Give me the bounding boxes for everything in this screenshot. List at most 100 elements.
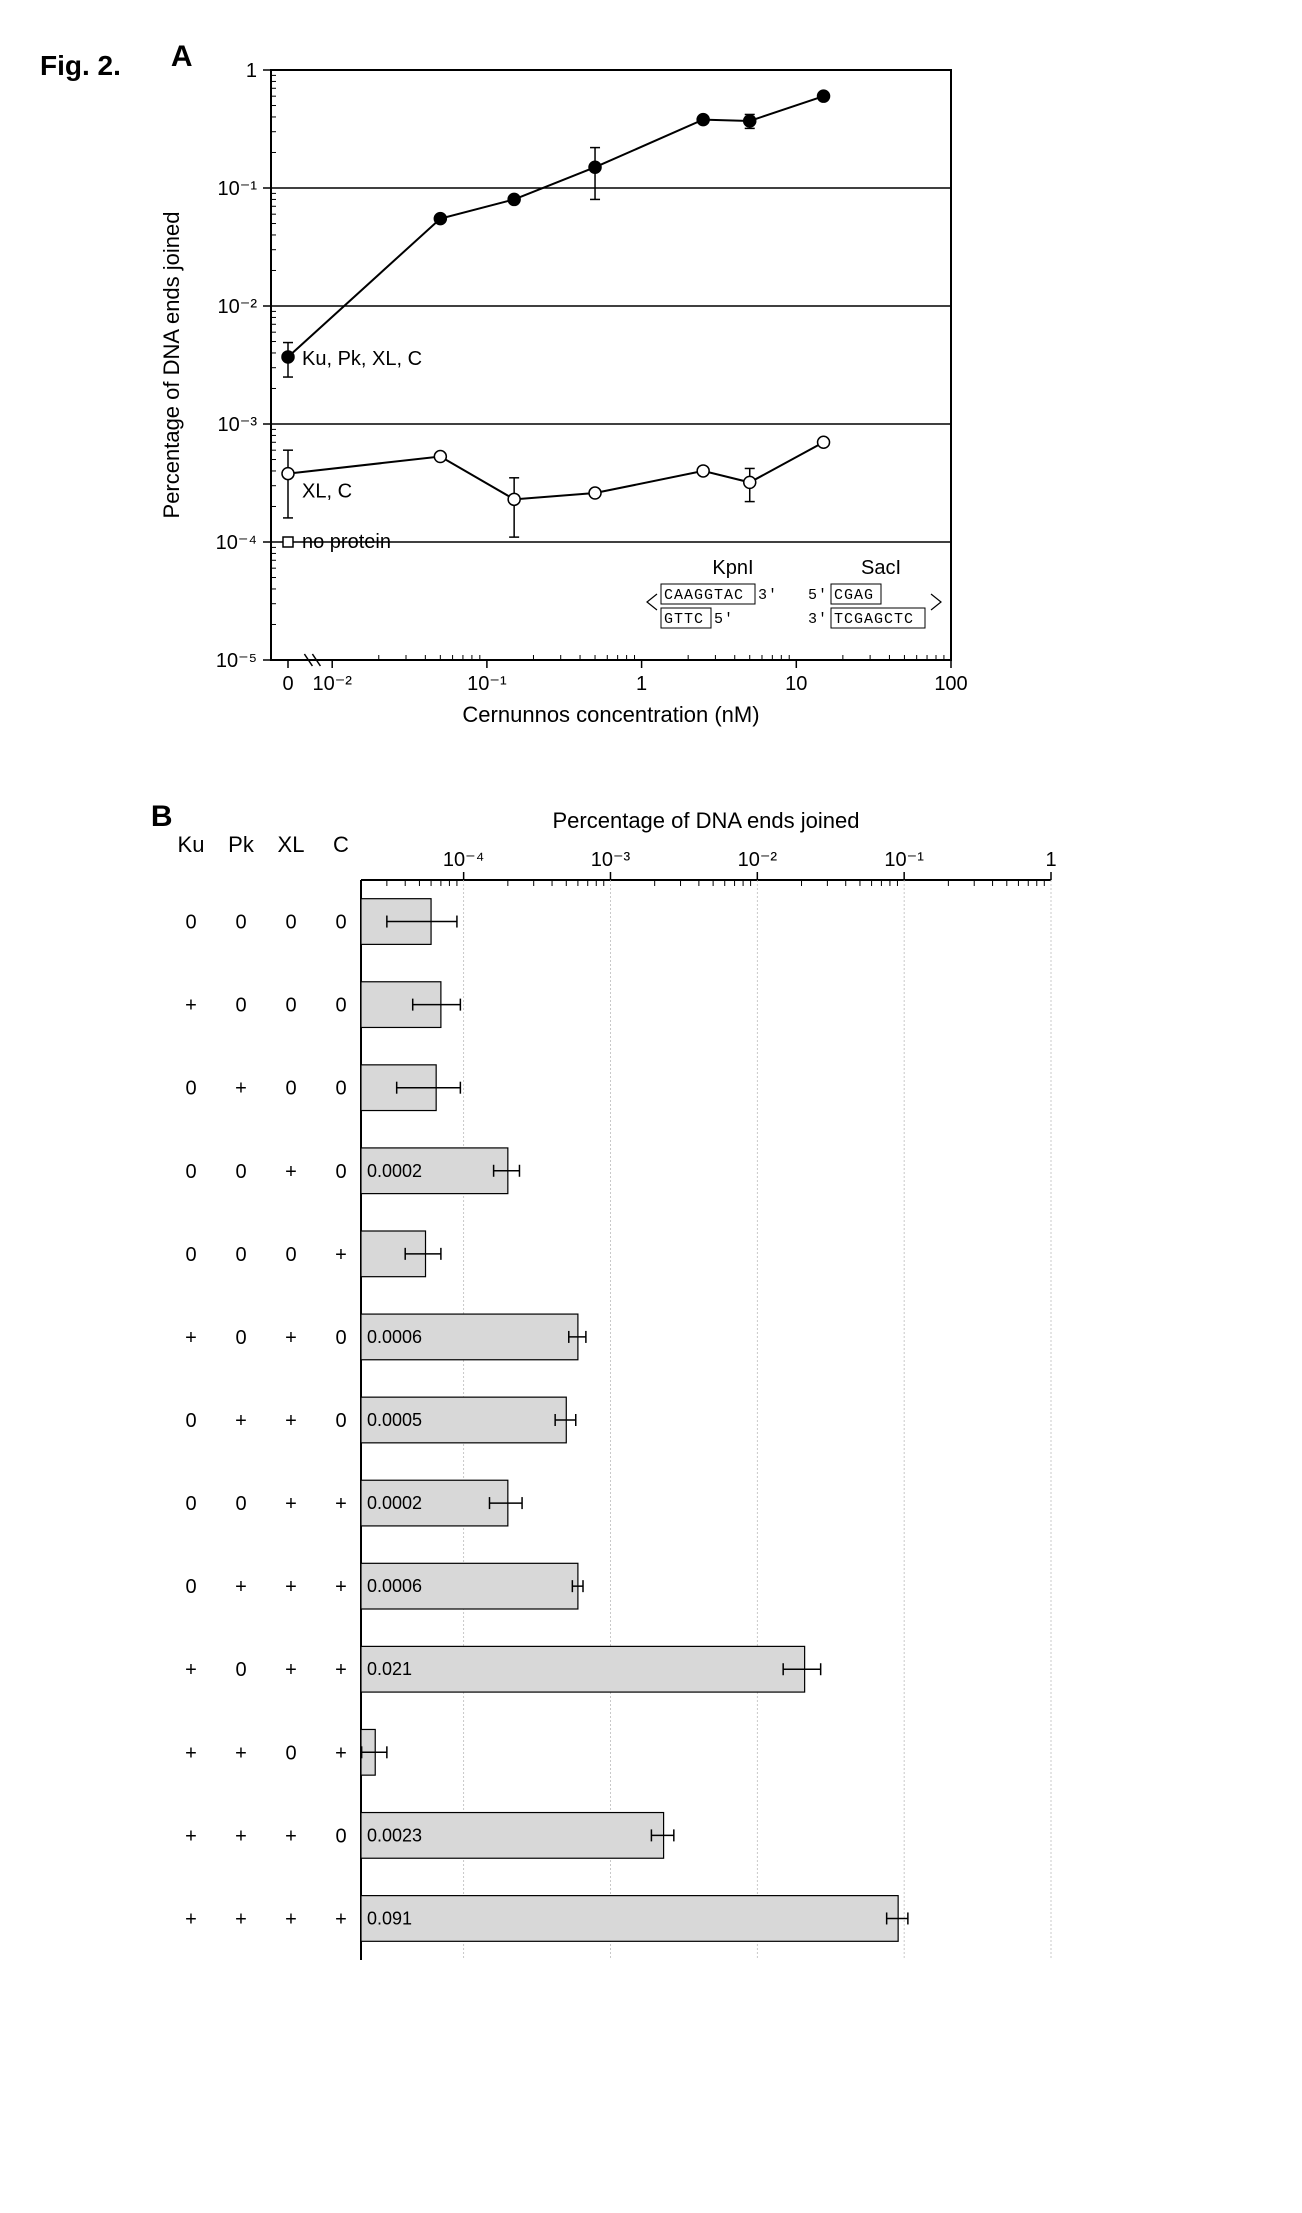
svg-text:CAAGGTAC: CAAGGTAC xyxy=(664,587,744,604)
svg-text:+: + xyxy=(185,1825,197,1847)
panel-b: B KuPkXLCPercentage of DNA ends joined10… xyxy=(151,800,1071,1980)
svg-text:0: 0 xyxy=(285,1078,296,1100)
svg-text:3': 3' xyxy=(758,587,778,604)
svg-text:1: 1 xyxy=(246,60,257,82)
svg-text:10⁻³: 10⁻³ xyxy=(591,849,631,871)
svg-text:+: + xyxy=(335,1244,347,1266)
panel-a-chart: 10⁻⁵10⁻⁴10⁻³10⁻²10⁻¹1010⁻²10⁻¹110100Cern… xyxy=(151,40,971,740)
svg-text:+: + xyxy=(235,1576,247,1598)
svg-text:CGAG: CGAG xyxy=(834,587,874,604)
svg-text:+: + xyxy=(285,1493,297,1515)
svg-text:KpnI: KpnI xyxy=(712,557,753,579)
svg-text:0.0006: 0.0006 xyxy=(367,1327,422,1347)
svg-text:0.021: 0.021 xyxy=(367,1659,412,1679)
svg-text:0.091: 0.091 xyxy=(367,1908,412,1928)
panel-a-label: A xyxy=(171,40,193,74)
svg-text:Pk: Pk xyxy=(228,832,255,857)
svg-text:100: 100 xyxy=(934,673,967,695)
svg-text:+: + xyxy=(235,1825,247,1847)
svg-text:Percentage of DNA ends joined: Percentage of DNA ends joined xyxy=(159,212,184,519)
panel-b-chart: Ku Pk XL C Percentage of DNA ends joined 10⁻⁴… xyxy=(151,800,1071,1980)
svg-text:+: + xyxy=(285,1659,297,1681)
svg-text:TCGAGCTC: TCGAGCTC xyxy=(834,611,914,628)
svg-text:+: + xyxy=(285,1825,297,1847)
svg-text:10⁻⁴: 10⁻⁴ xyxy=(216,532,257,554)
svg-text:0: 0 xyxy=(335,995,346,1017)
svg-text:+: + xyxy=(335,1908,347,1930)
svg-text:0: 0 xyxy=(185,1078,196,1100)
svg-text:0.0002: 0.0002 xyxy=(367,1161,422,1181)
panels-container: A 10⁻⁵10⁻⁴10⁻³10⁻²10⁻¹1010⁻²10⁻¹110100Ce… xyxy=(151,40,1071,1980)
svg-text:+: + xyxy=(285,1161,297,1183)
svg-text:0: 0 xyxy=(335,1410,346,1432)
svg-text:C: C xyxy=(333,832,349,857)
svg-text:10⁻¹: 10⁻¹ xyxy=(217,178,257,200)
svg-text:10⁻²: 10⁻² xyxy=(737,849,777,871)
svg-text:+: + xyxy=(185,1908,197,1930)
svg-text:10⁻⁴: 10⁻⁴ xyxy=(443,849,484,871)
svg-text:+: + xyxy=(235,1078,247,1100)
bar xyxy=(361,1646,805,1692)
svg-text:10⁻¹: 10⁻¹ xyxy=(467,673,507,695)
svg-text:0: 0 xyxy=(285,1244,296,1266)
svg-text:0: 0 xyxy=(335,1161,346,1183)
svg-text:10⁻²: 10⁻² xyxy=(217,296,257,318)
panel-b-label: B xyxy=(151,800,173,834)
svg-text:SacI: SacI xyxy=(861,557,901,579)
svg-text:+: + xyxy=(335,1576,347,1598)
svg-text:0: 0 xyxy=(285,912,296,934)
svg-text:10⁻¹: 10⁻¹ xyxy=(884,849,924,871)
svg-text:+: + xyxy=(185,1659,197,1681)
svg-text:1: 1 xyxy=(1045,849,1056,871)
figure-label: Fig. 2. xyxy=(40,50,121,82)
svg-text:+: + xyxy=(285,1908,297,1930)
svg-text:+: + xyxy=(185,995,197,1017)
svg-text:0: 0 xyxy=(185,1493,196,1515)
svg-text:+: + xyxy=(335,1493,347,1515)
svg-text:5': 5' xyxy=(808,587,828,604)
svg-text:5': 5' xyxy=(714,611,734,628)
svg-text:+: + xyxy=(285,1410,297,1432)
svg-text:0: 0 xyxy=(235,1161,246,1183)
svg-text:0: 0 xyxy=(235,1493,246,1515)
svg-text:+: + xyxy=(335,1659,347,1681)
svg-text:0: 0 xyxy=(185,1161,196,1183)
svg-text:+: + xyxy=(185,1742,197,1764)
svg-text:0.0002: 0.0002 xyxy=(367,1493,422,1513)
svg-text:3': 3' xyxy=(808,611,828,628)
svg-text:0: 0 xyxy=(335,1825,346,1847)
svg-text:0: 0 xyxy=(185,1576,196,1598)
svg-text:GTTC: GTTC xyxy=(664,611,704,628)
svg-text:0: 0 xyxy=(185,1410,196,1432)
svg-text:Ku: Ku xyxy=(177,832,204,857)
svg-text:0: 0 xyxy=(285,1742,296,1764)
svg-text:0: 0 xyxy=(335,912,346,934)
svg-text:XL: XL xyxy=(277,832,304,857)
svg-text:0.0005: 0.0005 xyxy=(367,1410,422,1430)
svg-text:0: 0 xyxy=(335,1078,346,1100)
svg-text:+: + xyxy=(285,1327,297,1349)
svg-text:+: + xyxy=(235,1742,247,1764)
svg-text:0: 0 xyxy=(235,1244,246,1266)
svg-text:0.0006: 0.0006 xyxy=(367,1576,422,1596)
svg-text:no protein: no protein xyxy=(302,531,391,553)
svg-text:0: 0 xyxy=(235,1659,246,1681)
svg-text:Cernunnos concentration (nM): Cernunnos concentration (nM) xyxy=(462,702,759,727)
svg-text:0.0023: 0.0023 xyxy=(367,1825,422,1845)
svg-text:0: 0 xyxy=(335,1327,346,1349)
svg-text:+: + xyxy=(335,1742,347,1764)
svg-text:0: 0 xyxy=(185,1244,196,1266)
svg-text:+: + xyxy=(185,1327,197,1349)
svg-text:0: 0 xyxy=(285,995,296,1017)
svg-text:+: + xyxy=(285,1576,297,1598)
svg-text:0: 0 xyxy=(235,912,246,934)
svg-text:10⁻⁵: 10⁻⁵ xyxy=(216,650,257,672)
panel-a: A 10⁻⁵10⁻⁴10⁻³10⁻²10⁻¹1010⁻²10⁻¹110100Ce… xyxy=(151,40,1071,740)
svg-text:+: + xyxy=(235,1410,247,1432)
svg-text:Percentage of DNA ends joined: Percentage of DNA ends joined xyxy=(552,808,859,833)
figure-2: Fig. 2. A 10⁻⁵ 10⁻⁴ 10⁻³ 10⁻² 10⁻¹ 1 0 10⁻² 10⁻¹… xyxy=(40,40,1262,1980)
bar xyxy=(361,1896,898,1942)
svg-text:0: 0 xyxy=(235,1327,246,1349)
svg-text:10⁻²: 10⁻² xyxy=(312,673,352,695)
svg-text:0: 0 xyxy=(282,673,293,695)
